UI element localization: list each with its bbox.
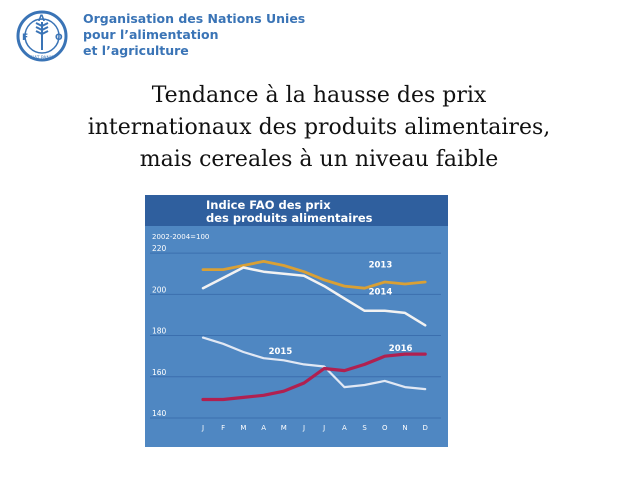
- logo-motto: FIAT PANIS: [30, 55, 54, 61]
- series-line-2013: [201, 260, 427, 290]
- logo-letter-f: F: [22, 33, 28, 43]
- chart-header: [145, 195, 448, 226]
- series-label: 2014: [369, 287, 393, 297]
- title-line: mais cereales à un niveau faible: [139, 147, 499, 172]
- x-tick-label: D: [423, 424, 428, 432]
- chart-title-line: des produits alimentaires: [206, 211, 373, 225]
- chart-subtitle: 2002-2004=100: [152, 233, 209, 241]
- org-line: pour l’alimentation: [83, 27, 219, 42]
- logo-letter-a: A: [38, 14, 45, 24]
- x-tick-label: J: [302, 424, 305, 432]
- series-label: 2015: [269, 347, 293, 357]
- x-tick-label: M: [240, 424, 246, 432]
- y-tick-label: 160: [152, 368, 167, 377]
- y-tick-label: 200: [152, 285, 167, 294]
- org-line: Organisation des Nations Unies: [83, 11, 306, 26]
- y-tick-label: 220: [152, 244, 167, 253]
- x-tick-label: A: [261, 424, 266, 432]
- series-label: 2013: [369, 261, 393, 271]
- x-tick-label: J: [322, 424, 325, 432]
- y-tick-label: 180: [152, 327, 167, 336]
- title-line: internationaux des produits alimentaires…: [87, 115, 551, 140]
- x-tick-label: N: [402, 424, 407, 432]
- series-line-2014: [201, 266, 427, 327]
- fao-emblem-icon: F A O FIAT PANIS: [16, 10, 68, 62]
- x-tick-label: J: [201, 424, 204, 432]
- series-label: 2016: [389, 344, 413, 354]
- logo-letter-o: O: [55, 33, 63, 43]
- fao-logo: F A O FIAT PANIS: [16, 10, 68, 62]
- x-tick-label: O: [382, 424, 388, 432]
- series-line-2016: [201, 352, 427, 402]
- x-tick-label: A: [342, 424, 347, 432]
- series-line-2015: [201, 336, 427, 391]
- x-tick-label: S: [362, 424, 367, 432]
- chart-panel: [145, 195, 448, 447]
- organisation-name: Organisation des Nations Unies pour l’al…: [83, 11, 305, 59]
- org-line: et l’agriculture: [83, 43, 189, 58]
- chart-title-line: Indice FAO des prix: [206, 198, 331, 212]
- slide-title: Tendance à la hausse des prix internatio…: [40, 80, 598, 176]
- x-tick-label: F: [221, 424, 225, 432]
- y-tick-label: 140: [152, 409, 167, 418]
- x-tick-label: M: [281, 424, 287, 432]
- title-line: Tendance à la hausse des prix: [151, 83, 487, 108]
